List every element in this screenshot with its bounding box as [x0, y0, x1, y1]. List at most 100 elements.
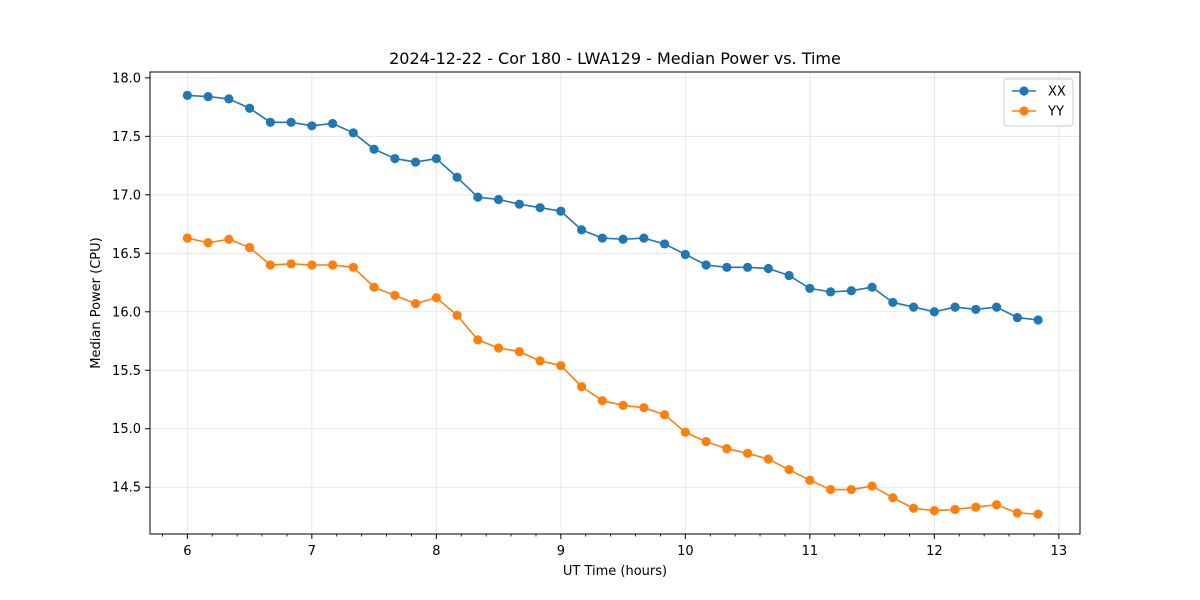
series-xx-point — [328, 118, 338, 129]
series-yy-point — [265, 260, 275, 270]
series-yy-point — [929, 506, 939, 516]
y-tick-label: 17.5 — [112, 130, 141, 145]
series-xx-point — [888, 297, 898, 308]
y-tick-label: 16.0 — [112, 305, 141, 320]
series-yy-point — [1033, 509, 1043, 519]
series-yy-point — [182, 233, 192, 243]
series-xx — [182, 90, 1043, 325]
series-yy-point — [514, 346, 524, 357]
series-yy-point — [1012, 508, 1022, 518]
grid-lines — [150, 72, 1080, 534]
series-yy-point — [991, 500, 1002, 510]
series-yy-point — [493, 343, 504, 353]
series-yy-point — [867, 481, 877, 491]
x-tick-label: 13 — [1051, 544, 1068, 559]
y-tick-label: 15.0 — [112, 422, 141, 437]
series-yy-point — [556, 360, 566, 371]
series-xx-point — [597, 233, 607, 243]
y-tick-label: 17.0 — [112, 188, 141, 203]
x-tick-label: 7 — [308, 544, 316, 559]
series-xx-point — [473, 192, 483, 202]
x-axis-label: UT Time (hours) — [563, 564, 667, 579]
series-xx-point — [390, 153, 400, 164]
series-xx-point — [1012, 313, 1022, 323]
y-tick-label: 16.5 — [112, 247, 141, 262]
series-xx-point — [307, 121, 317, 131]
series-yy-point — [722, 444, 732, 454]
plot-frame — [149, 71, 1081, 535]
series-yy-point — [846, 484, 856, 495]
series-xx-point — [203, 91, 213, 102]
series-yy-point — [701, 437, 711, 447]
series-xx-point — [224, 94, 234, 104]
series-xx-point — [244, 103, 255, 113]
series-xx-point — [493, 194, 504, 205]
series-yy-point — [286, 259, 296, 269]
y-tick-label: 15.5 — [112, 364, 141, 379]
series-yy-point — [888, 493, 898, 503]
y-axis-ticks: 14.5 15.0 15.5 16.0 16.5 17.0 17.5 18.0 — [112, 71, 150, 496]
series-xx-point — [639, 233, 649, 243]
series-yy-point — [825, 484, 836, 495]
series-xx-point — [1033, 315, 1043, 325]
x-tick-label: 6 — [183, 544, 191, 559]
series-xx-point — [576, 225, 587, 235]
data-series — [182, 90, 1043, 519]
series-xx-point — [265, 117, 275, 127]
series-xx-point — [556, 206, 566, 216]
x-tick-label: 9 — [557, 544, 565, 559]
series-yy-point — [307, 260, 317, 270]
legend-label-yy: YY — [1047, 105, 1064, 120]
series-yy-point — [784, 465, 794, 475]
series-yy-point — [659, 410, 670, 420]
series-yy-point — [473, 335, 483, 345]
series-xx-point — [929, 307, 939, 317]
series-xx-point — [805, 283, 815, 293]
legend-label-xx: XX — [1048, 85, 1066, 100]
series-yy-point — [244, 242, 255, 253]
series-xx-point — [846, 286, 856, 296]
series-xx-point — [680, 249, 690, 260]
series-yy-point — [452, 310, 462, 320]
series-xx-point — [369, 144, 379, 154]
series-xx-point — [825, 287, 836, 297]
series-yy-point — [805, 475, 815, 485]
series-xx-point — [742, 262, 753, 272]
series-xx-point — [348, 128, 358, 138]
y-axis-label: Median Power (CPU) — [89, 237, 104, 368]
legend: XX YY — [1003, 78, 1074, 127]
series-yy-point — [763, 454, 773, 464]
series-xx-point — [659, 239, 670, 249]
series-xx-point — [535, 203, 545, 213]
series-xx-point — [701, 260, 711, 270]
x-tick-label: 11 — [802, 544, 819, 559]
series-xx-point — [452, 172, 462, 182]
series-yy-point — [410, 298, 421, 309]
series-xx-point — [971, 304, 981, 315]
series-xx-point — [286, 117, 296, 127]
series-yy-point — [950, 504, 960, 515]
series-yy-point — [431, 293, 441, 303]
series-yy-point — [224, 234, 234, 244]
series-xx-point — [722, 262, 732, 272]
series-xx-point — [763, 263, 773, 274]
series-xx-point — [410, 157, 421, 167]
series-yy-point — [639, 403, 649, 413]
series-yy-point — [348, 262, 358, 272]
series-xx-point — [784, 270, 794, 281]
chart-title: 2024-12-22 - Cor 180 - LWA129 - Median P… — [389, 49, 841, 68]
series-xx-point — [618, 234, 628, 244]
series-yy-point — [390, 290, 400, 300]
series-yy-point — [328, 260, 338, 270]
x-tick-label: 10 — [677, 544, 694, 559]
series-yy-point — [971, 502, 981, 512]
legend-item-xx: XX — [1012, 85, 1066, 100]
legend-item-yy: YY — [1012, 105, 1064, 120]
series-xx-point — [514, 199, 524, 209]
legend-swatch-marker — [1019, 86, 1029, 96]
series-yy-point — [369, 282, 379, 292]
x-tick-label: 8 — [432, 544, 440, 559]
